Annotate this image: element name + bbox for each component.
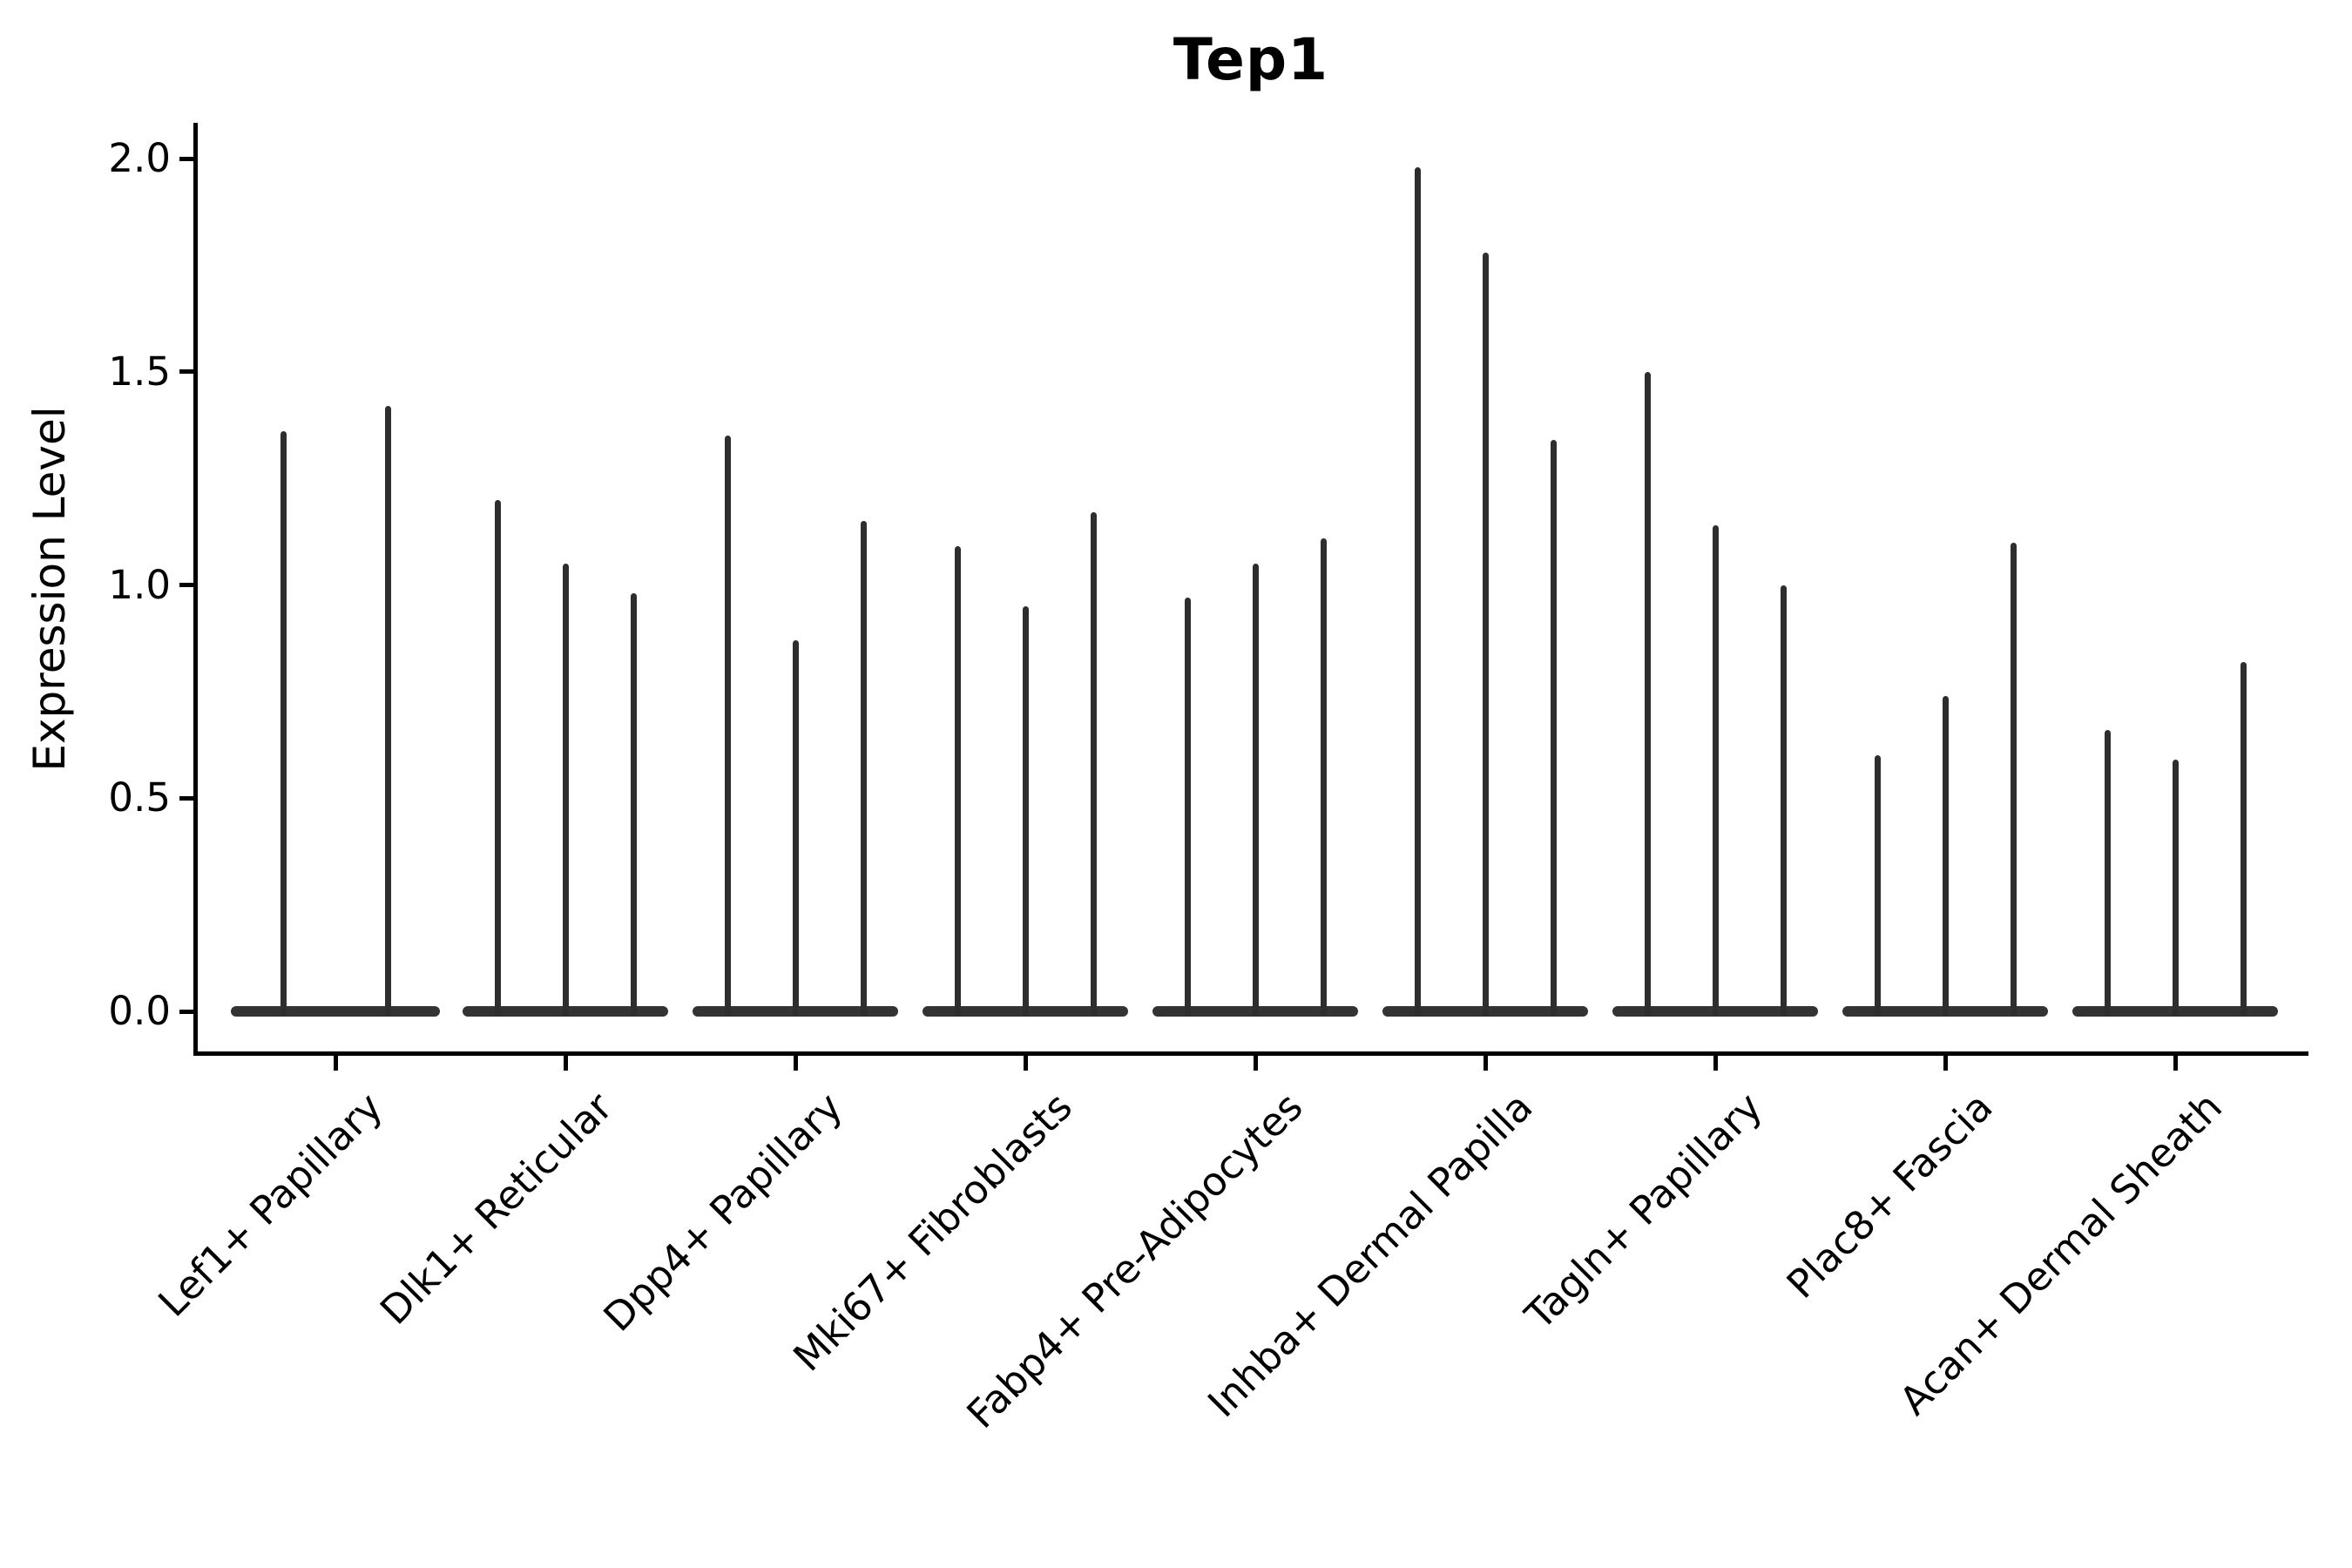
y-tick-mark: [179, 795, 193, 801]
x-tick-mark: [333, 1056, 338, 1071]
y-axis-label: Expression Level: [24, 406, 75, 772]
y-tick-label: 0.5: [108, 774, 171, 821]
y-tick-mark: [179, 1009, 193, 1014]
violin-spike: [2104, 729, 2111, 1016]
x-tick-label: Tagln+ Papillary: [1516, 1083, 1772, 1339]
violin-spike: [1184, 598, 1191, 1016]
violin-spike: [280, 431, 287, 1016]
violin-spike: [792, 640, 799, 1016]
x-tick-mark: [1943, 1056, 1948, 1071]
y-tick-mark: [179, 369, 193, 375]
violin-spike: [1090, 512, 1097, 1016]
x-tick-label: Dpp4+ Papillary: [594, 1083, 852, 1341]
violin-spike: [1550, 440, 1557, 1016]
y-tick-mark: [179, 583, 193, 587]
violin-spike: [1022, 605, 1029, 1016]
x-tick-label: Plac8+ Fascia: [1777, 1083, 2002, 1308]
y-tick-label: 1.0: [108, 561, 171, 608]
violin-spike: [1874, 755, 1881, 1016]
y-tick-label: 1.5: [108, 348, 171, 395]
violin-spike: [860, 521, 867, 1016]
violin-spike: [1712, 524, 1719, 1016]
y-axis-spine: [193, 123, 198, 1056]
x-axis-spine: [193, 1051, 2308, 1056]
y-tick-label: 2.0: [108, 135, 171, 181]
violin-spike: [1644, 371, 1651, 1016]
violin-spike: [724, 436, 731, 1016]
chart-title: Tep1: [1173, 26, 1329, 93]
violin-spike: [1942, 695, 1949, 1016]
x-tick-mark: [793, 1056, 798, 1071]
violin-spike: [630, 593, 637, 1016]
x-tick-mark: [1713, 1056, 1718, 1071]
violin-spike: [1414, 166, 1421, 1016]
x-tick-mark: [1253, 1056, 1258, 1071]
y-tick-mark: [179, 156, 193, 161]
violin-spike: [954, 546, 961, 1016]
violin-spike: [1482, 252, 1489, 1016]
violin-spike: [562, 564, 569, 1016]
violin-spike: [1780, 585, 1787, 1016]
x-tick-mark: [2173, 1056, 2178, 1071]
x-tick-mark: [1023, 1056, 1028, 1071]
violin-base: [231, 1006, 440, 1017]
violin-spike: [2010, 542, 2017, 1016]
y-tick-label: 0.0: [108, 988, 171, 1034]
violin-spike: [1252, 564, 1259, 1016]
x-tick-mark: [1483, 1056, 1488, 1071]
violin-spike: [2240, 661, 2247, 1016]
x-tick-mark: [563, 1056, 568, 1071]
x-tick-label: Dlk1+ Reticular: [371, 1083, 622, 1334]
x-tick-label: Lef1+ Papillary: [149, 1083, 392, 1326]
violin-spike: [2172, 760, 2179, 1016]
violin-spike: [384, 405, 391, 1016]
violin-spike: [1320, 537, 1327, 1016]
violin-spike: [494, 499, 501, 1016]
